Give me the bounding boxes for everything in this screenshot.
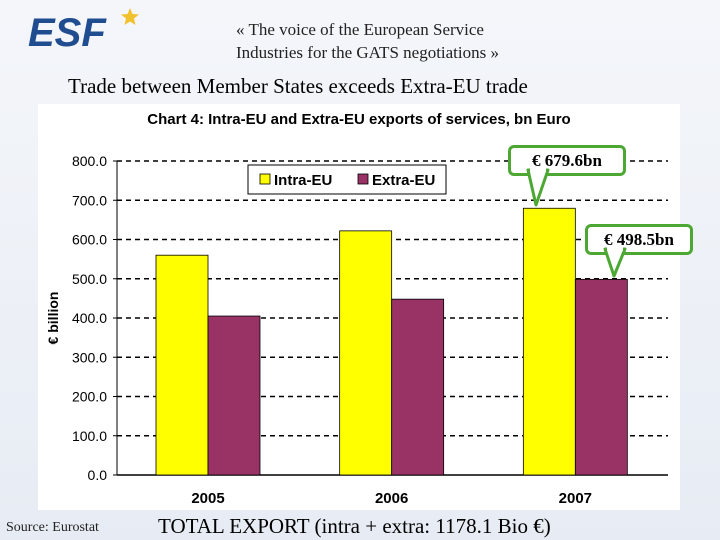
y-axis-label: € billion [45, 292, 61, 345]
callout-intra-2007: € 679.6bn [508, 145, 626, 176]
legend-swatch [357, 173, 369, 185]
chart-title: Chart 4: Intra-EU and Extra-EU exports o… [147, 111, 570, 128]
y-tick-label: 200.0 [72, 389, 107, 405]
star-icon [121, 8, 139, 25]
y-tick-label: 300.0 [72, 349, 107, 365]
total-export: TOTAL EXPORT (intra + extra: 1178.1 Bio … [158, 514, 551, 538]
bar-intra-eu-2006 [339, 230, 393, 476]
x-tick-label: 2005 [191, 490, 224, 507]
esf-logo: ESF [26, 8, 146, 55]
bar-intra-eu-2007 [522, 207, 576, 476]
y-tick-label: 100.0 [72, 428, 107, 444]
legend-label: Intra-EU [274, 172, 332, 189]
legend-box [247, 164, 447, 195]
tagline: « The voice of the European Service Indu… [236, 18, 566, 64]
slide-title: Trade between Member States exceeds Extr… [68, 74, 528, 98]
bar-extra-eu-2006 [391, 298, 445, 476]
y-tick-label: 800.0 [72, 153, 107, 169]
source-note: Source: Eurostat [6, 520, 99, 535]
y-tick-label: 0.0 [88, 467, 108, 483]
callout-extra-2007: € 498.5bn [585, 224, 693, 255]
x-tick-label: 2006 [375, 490, 408, 507]
bar-extra-eu-2007 [574, 278, 628, 476]
y-tick-label: 700.0 [72, 192, 107, 208]
bar-intra-eu-2005 [155, 254, 209, 476]
legend-label: Extra-EU [372, 172, 435, 189]
y-tick-label: 600.0 [72, 232, 107, 248]
tagline-line-1: « The voice of the European Service [236, 20, 484, 39]
y-tick-label: 400.0 [72, 310, 107, 326]
tagline-line-2: Industries for the GATS negotiations » [236, 43, 499, 62]
x-tick-label: 2007 [559, 490, 592, 507]
bar-chart: Chart 4: Intra-EU and Extra-EU exports o… [45, 111, 668, 507]
logo-text: ESF [28, 11, 107, 52]
legend-swatch [259, 173, 271, 185]
y-tick-label: 500.0 [72, 271, 107, 287]
bar-extra-eu-2005 [207, 315, 261, 476]
